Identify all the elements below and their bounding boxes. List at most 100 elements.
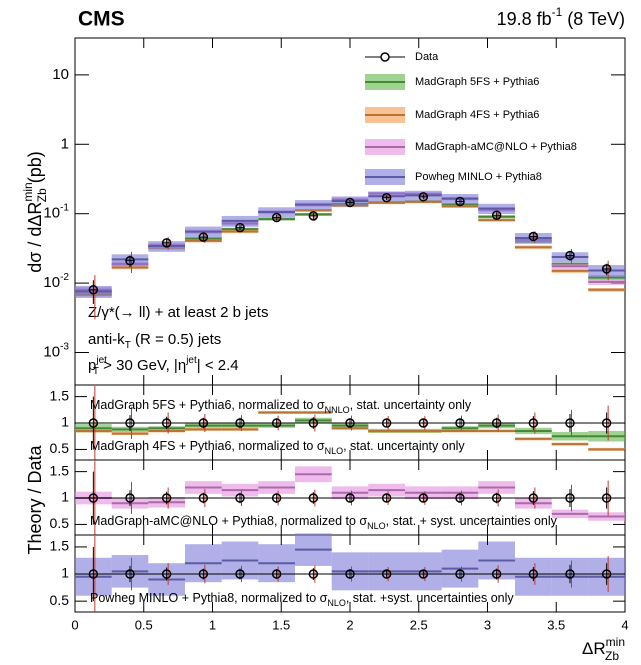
legend-label: MadGraph 4FS + Pythia6 [415,109,539,121]
data-point [528,418,539,428]
data-point [125,493,135,503]
x-tick-label: 3.5 [547,617,565,632]
data-point [601,493,612,503]
ratio-label-part: MadGraph 5FS + Pythia6, normalized to σ [90,398,325,412]
experiment: CMS [78,8,125,31]
data-point [198,493,209,503]
data-point [88,418,99,428]
ratio-label-part: MadGraph-aMC@NLO + Pythia8, normalized t… [90,514,367,528]
ratio-label: MadGraph 5FS + Pythia6, normalized to σN… [90,398,472,415]
data-point [308,418,319,428]
annotation-sub: T [93,366,99,377]
data-point [565,569,575,579]
y-label-sup: min [21,182,35,201]
ratio-label-part: NLO [327,598,346,608]
ratio-label: Powheg MINLO + Pythia8, normalized to σN… [90,591,514,608]
data-point [198,232,209,242]
data-point [235,493,245,503]
annotation-sup: jet [185,355,197,366]
y-label-unit: (pb) [25,151,45,188]
ratio-label-part: , stat. +syst. uncertainties only [346,591,515,605]
data-point [345,418,355,428]
data-point [161,493,172,503]
data-point [235,418,245,428]
data-point [565,493,575,503]
data-point [381,493,392,503]
y-tick-exp: -2 [60,272,69,283]
x-tick-label: 2 [346,617,353,632]
data-point [161,418,172,428]
data-point [418,493,429,503]
data-point [88,493,99,503]
y-tick-label: 10-3 [43,342,69,361]
data-point [161,238,172,248]
data-point [491,210,502,220]
y-tick-label: 1.5 [50,387,70,403]
data-point [345,569,355,579]
data-point [455,196,465,207]
data-point [491,418,502,428]
data-point [381,418,392,428]
data-point [161,569,172,579]
annotation-text: anti-k [88,331,125,348]
lumi-exp: -1 [552,5,563,19]
ratio-label: MadGraph 4FS + Pythia6, normalized to σN… [90,439,465,456]
ratio-label: MadGraph-aMC@NLO + Pythia8, normalized t… [90,514,558,531]
data-point [565,250,575,261]
annotation: Z/γ*(→ ll) + at least 2 b jets [88,304,268,321]
data-point [601,418,612,428]
annotation: pjet T > 30 GeV, |ηjet| < 2.4 [88,355,239,377]
y-label-text: dσ / dΔR [25,202,45,273]
data-point [345,197,355,208]
x-tick-label: 0.5 [135,617,153,632]
y-tick-exp: -3 [60,342,69,353]
data-point [198,569,209,579]
y-tick-label: 1.5 [50,462,70,478]
lumi: 19.8 fb-1 (8 TeV) [497,5,625,29]
data-point [601,264,612,274]
x-label-sub: Zb [605,649,619,663]
x-tick-label: 2.5 [410,617,428,632]
y-tick-exp: -1 [60,203,69,214]
data-point [528,493,539,503]
data-point [418,418,429,428]
data-point [198,418,209,428]
annotation-text: Z/γ*(→ ll) + at least 2 b jets [88,304,268,321]
annotation: anti-kT (R = 0.5) jets [88,331,221,351]
y-tick-base: 10 [43,343,60,360]
y-tick-base: 10 [43,205,60,222]
x-tick-label: 1 [209,617,216,632]
ratio-label-part: , stat. + syst. uncertainties only [386,514,558,528]
y-tick-label: 1 [61,489,69,505]
data-point [381,192,392,203]
annotation-text: p [88,357,96,374]
data-point [601,569,612,579]
data-point [235,222,245,233]
data-point [528,231,539,242]
lumi-text: 19.8 fb [497,9,552,29]
y-tick-label: 10-2 [43,272,69,291]
data-point [308,211,319,221]
ratio-label-part: , stat. uncertainty only [343,439,465,453]
data-point [418,192,429,202]
y-tick-label: 1 [61,135,69,152]
y-axis-label: dσ / dΔRminZb (pb) [21,151,49,273]
lumi-energy: (8 TeV) [562,9,625,29]
ratio-label-part: NNLO [325,405,350,415]
y-tick-label: 0.5 [50,515,70,531]
legend-marker [380,52,390,62]
y-tick-label: 1.5 [50,538,70,554]
legend-label: MadGraph-aMC@NLO + Pythia8 [415,141,577,153]
data-point [528,569,539,579]
data-point [271,493,282,503]
data-point [271,212,282,223]
data-point [235,569,245,579]
annotation-text: > 30 GeV, |η [99,357,186,374]
data-point [271,418,282,428]
ratio-label-part: Powheg MINLO + Pythia8, normalized to σ [90,591,328,605]
data-point [125,569,135,579]
x-label-text: ΔR [582,639,606,658]
x-tick-label: 4 [621,617,628,632]
x-tick-label: 1.5 [272,617,290,632]
